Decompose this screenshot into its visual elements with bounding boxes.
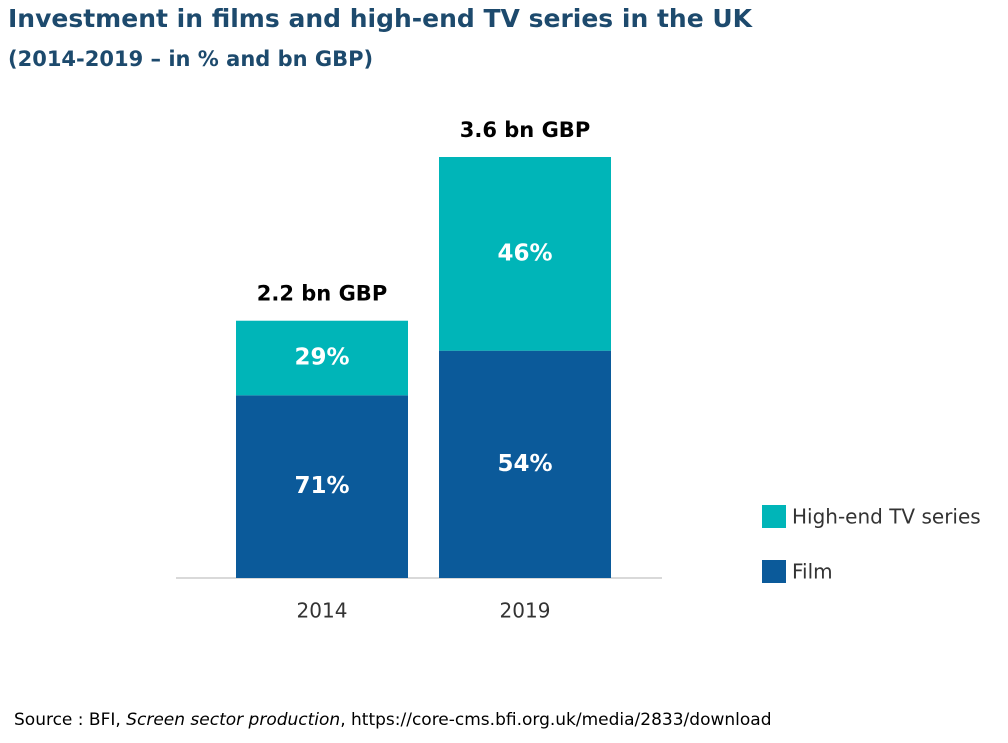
legend-label: Film: [792, 560, 833, 584]
source-url: , https://core-cms.bfi.org.uk/media/2833…: [340, 710, 771, 730]
bar-segment: [439, 350, 611, 578]
segment-label: 71%: [294, 473, 349, 499]
segment-label: 54%: [497, 451, 552, 477]
legend-swatch: [762, 505, 786, 528]
segment-label: 46%: [497, 240, 552, 266]
source-note: Source : BFI, Screen sector production, …: [14, 710, 771, 730]
bar-segment: [439, 157, 611, 351]
segment-label: 29%: [294, 345, 349, 371]
chart-title: Investment in films and high-end TV seri…: [8, 4, 754, 33]
x-tick-label: 2019: [500, 599, 551, 623]
legend-swatch: [762, 560, 786, 583]
legend-label: High-end TV series: [792, 505, 981, 529]
source-text: Source : BFI,: [14, 710, 126, 730]
chart-subtitle: (2014-2019 – in % and bn GBP): [8, 47, 373, 71]
bar-segment: [236, 320, 408, 396]
x-tick-label: 2014: [297, 599, 348, 623]
total-label: 2.2 bn GBP: [257, 282, 387, 306]
bar-segment: [236, 395, 408, 578]
source-title: Screen sector production: [126, 710, 340, 730]
total-label: 3.6 bn GBP: [460, 118, 590, 142]
